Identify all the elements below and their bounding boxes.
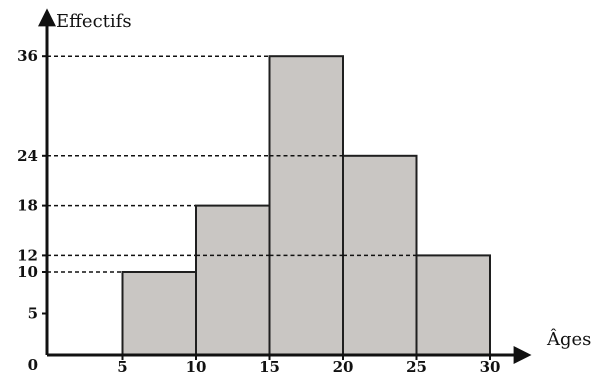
x-tick-label-20: 20 <box>333 358 354 374</box>
x-tick-label-15: 15 <box>259 358 280 374</box>
y-tick-label-12: 12 <box>17 246 38 264</box>
y-tick-label-0: 0 <box>28 356 38 374</box>
x-axis-title: Âges <box>546 327 591 350</box>
bars-group <box>121 55 491 356</box>
bar-5-10 <box>121 271 197 356</box>
y-tick-label-5: 5 <box>28 305 38 323</box>
y-axis-title: Effectifs <box>56 11 132 32</box>
bar-15-20 <box>268 55 344 356</box>
y-tick-label-24: 24 <box>17 147 38 165</box>
bar-10-15 <box>195 204 271 356</box>
y-tick-label-10: 10 <box>17 263 38 281</box>
guide-overlay <box>196 155 417 257</box>
x-tick-label-25: 25 <box>406 358 427 374</box>
bar-25-30 <box>415 254 491 356</box>
x-tick-label-30: 30 <box>480 358 501 374</box>
x-tick-label-10: 10 <box>186 358 207 374</box>
x-tick-label-5: 5 <box>117 358 127 374</box>
y-tick-label-36: 36 <box>17 47 38 65</box>
x-ticks: 5 10 15 20 25 30 <box>117 355 500 374</box>
y-tick-label-18: 18 <box>17 197 38 215</box>
